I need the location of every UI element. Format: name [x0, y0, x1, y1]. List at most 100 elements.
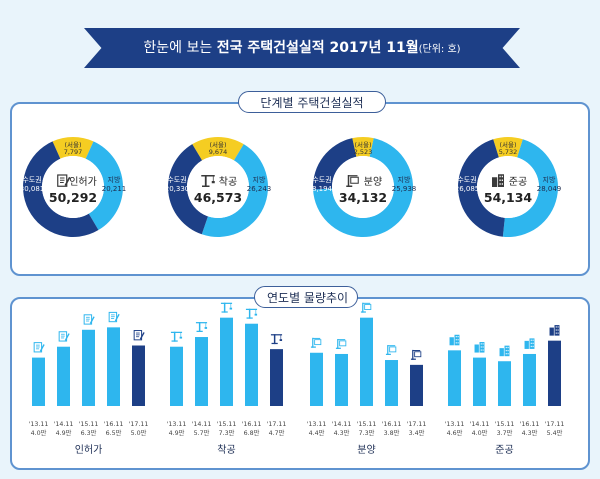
sale-sign-icon — [410, 349, 422, 360]
permit-document-icon — [83, 314, 95, 325]
sign-base — [335, 347, 341, 349]
trend-bar-chart: '13.114.0만'14.114.9만'15.116.3만'16.116.5만… — [29, 302, 565, 456]
building-window — [501, 183, 503, 185]
sign-board — [389, 346, 397, 353]
building-window — [457, 339, 459, 341]
region-label: 지방 — [543, 175, 556, 184]
building-window — [499, 179, 501, 181]
building-window — [482, 349, 484, 351]
building-window — [507, 353, 509, 355]
building-block — [449, 337, 454, 346]
seoul-value: 9,674 — [209, 148, 228, 156]
pen-shape — [39, 344, 45, 352]
year-tick-label: '16.11 — [382, 421, 402, 428]
seoul-value: 2,523 — [354, 148, 373, 156]
donut-category: 준공 — [509, 176, 527, 188]
pen-shape — [139, 332, 145, 340]
building-window — [530, 342, 532, 344]
sign-board — [339, 340, 347, 347]
bar-group-3: '13.114.4만 '14.114.3만 '15.117.3만 '16.113.8만… — [307, 302, 426, 456]
bar — [310, 352, 323, 406]
stage-section-title: 단계별 주택건설실적 — [238, 91, 386, 113]
sign-base — [360, 311, 366, 313]
bar — [523, 353, 536, 406]
donut-total: 34,132 — [339, 190, 387, 205]
header-banner: 한눈에 보는 전국 주택건설실적 2017년 11월(단위: 호) — [84, 28, 520, 68]
building-window — [555, 332, 557, 334]
bar — [335, 353, 348, 406]
pen-shape — [64, 176, 71, 186]
building-block — [529, 338, 535, 349]
building-block — [499, 348, 504, 357]
building-window — [501, 175, 503, 178]
building-window — [499, 183, 501, 185]
sign-base — [310, 346, 316, 348]
group-label: 착공 — [217, 444, 235, 456]
year-tick-label: '14.11 — [332, 421, 352, 428]
bar-value-label: 6.5만 — [106, 428, 122, 437]
crane-load — [204, 327, 208, 329]
bar-group-2: '13.114.9만 '14.115.7만 '15.117.3만 '16.116.8만… — [167, 302, 286, 456]
bar — [195, 337, 208, 406]
bar-value-label: 3.7만 — [497, 428, 513, 437]
capital-slice — [312, 138, 357, 190]
bar-group-1: '13.114.0만 '14.114.9만 '15.116.3만 '16.116.5만… — [29, 311, 148, 456]
bar-value-label: 6.8만 — [244, 428, 260, 437]
building-block — [504, 345, 510, 357]
building-block — [554, 325, 560, 336]
building-window — [507, 346, 509, 349]
year-tick-label: '14.11 — [54, 421, 74, 428]
building-block — [454, 334, 460, 346]
seoul-label: (서울) — [64, 140, 81, 149]
building-window — [555, 329, 557, 331]
bar — [548, 340, 561, 406]
building-window — [555, 326, 557, 328]
crane-icon — [245, 308, 258, 319]
building-window — [530, 345, 532, 348]
sign-board — [350, 176, 359, 184]
bar — [32, 357, 45, 406]
bar-value-label: 7.3만 — [359, 428, 375, 437]
bar-value-label: 4.9만 — [56, 428, 72, 437]
building-block — [549, 327, 554, 336]
sign-base — [385, 353, 391, 355]
bar-value-label: 3.4만 — [409, 428, 425, 437]
capital-label: 수도권 — [312, 176, 331, 184]
building-window — [455, 336, 457, 338]
crane-load — [179, 336, 183, 339]
building-window — [480, 346, 482, 348]
building-icon — [492, 174, 504, 187]
bar — [448, 350, 461, 406]
sale-sign-icon — [360, 302, 372, 313]
bar — [385, 360, 398, 406]
permit-document-icon — [133, 330, 145, 341]
document-outline — [57, 174, 68, 187]
pen-shape — [89, 316, 95, 324]
donut-hole — [42, 156, 104, 218]
group-label: 분양 — [357, 444, 375, 456]
document-outline — [108, 311, 118, 323]
crane-base — [271, 342, 278, 345]
seoul-label: (서울) — [209, 140, 226, 149]
banner-ribbon — [84, 28, 520, 68]
building-window — [480, 343, 482, 345]
building-block — [479, 342, 485, 353]
building-block — [474, 344, 479, 353]
bar-value-label: 4.3만 — [334, 428, 350, 437]
crane-base — [196, 330, 203, 332]
building-block — [492, 177, 498, 187]
document-outline — [33, 342, 43, 353]
permit-document-icon — [33, 342, 45, 353]
year-tick-label: '17.11 — [545, 421, 565, 428]
bar — [270, 349, 283, 406]
building-window — [501, 179, 503, 181]
building-window — [499, 175, 501, 178]
year-tick-label: '15.11 — [217, 421, 237, 428]
region-label: 지방 — [108, 175, 121, 184]
group-label: 준공 — [495, 444, 513, 456]
donut-hole — [332, 156, 394, 218]
permit-document-icon — [108, 311, 120, 323]
